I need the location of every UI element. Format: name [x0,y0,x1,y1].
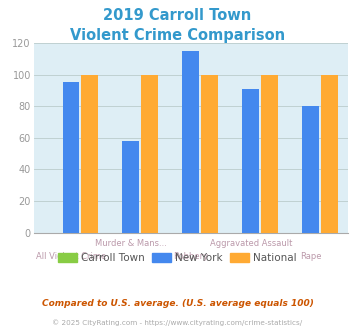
Text: Murder & Mans...: Murder & Mans... [95,239,167,248]
Bar [122,141,139,233]
Text: Rape: Rape [300,252,322,261]
Bar [62,82,79,233]
Legend: Carroll Town, New York, National: Carroll Town, New York, National [54,249,301,267]
Text: Robbery: Robbery [173,252,208,261]
Bar [302,106,319,233]
Bar [141,75,158,233]
Text: Aggravated Assault: Aggravated Assault [209,239,292,248]
Text: © 2025 CityRating.com - https://www.cityrating.com/crime-statistics/: © 2025 CityRating.com - https://www.city… [53,319,302,326]
Bar [261,75,278,233]
Bar [201,75,218,233]
Bar [81,75,98,233]
Text: 2019 Carroll Town: 2019 Carroll Town [103,8,252,23]
Text: Violent Crime Comparison: Violent Crime Comparison [70,28,285,43]
Text: Compared to U.S. average. (U.S. average equals 100): Compared to U.S. average. (U.S. average … [42,299,313,308]
Bar [321,75,338,233]
Bar [242,89,259,233]
Text: All Violent Crime: All Violent Crime [36,252,106,261]
Bar [182,51,199,233]
